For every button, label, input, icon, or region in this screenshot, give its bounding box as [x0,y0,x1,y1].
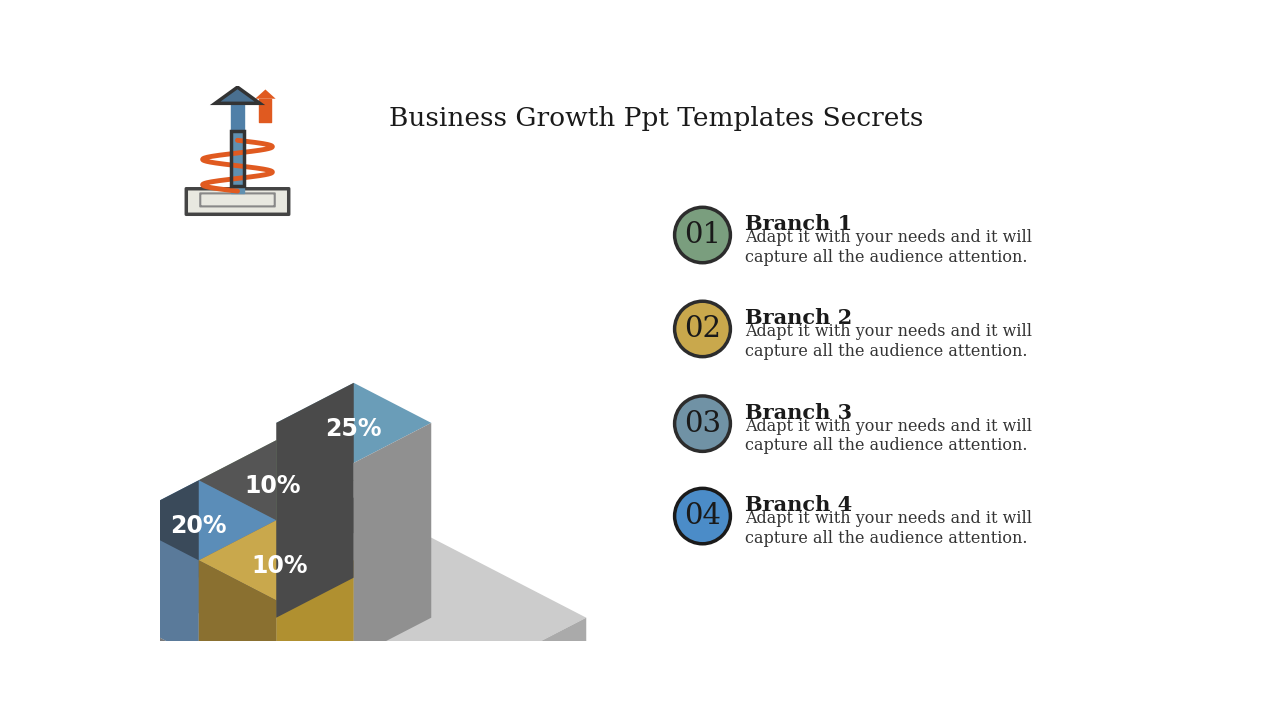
Text: Adapt it with your needs and it will
capture all the audience attention.: Adapt it with your needs and it will cap… [745,323,1032,359]
Polygon shape [353,423,431,658]
Polygon shape [198,440,276,577]
Polygon shape [122,498,586,720]
Polygon shape [122,480,198,618]
Text: Adapt it with your needs and it will
capture all the audience attention.: Adapt it with your needs and it will cap… [745,229,1032,266]
Polygon shape [122,618,353,720]
Bar [230,131,244,186]
Text: Adapt it with your needs and it will
capture all the audience attention.: Adapt it with your needs and it will cap… [745,510,1032,546]
Text: 10%: 10% [252,554,308,578]
Polygon shape [122,498,353,653]
Text: Branch 1: Branch 1 [745,215,852,234]
Text: Branch 2: Branch 2 [745,308,852,328]
Polygon shape [215,87,260,104]
Polygon shape [198,440,353,521]
Polygon shape [255,89,275,99]
Text: 20%: 20% [170,515,227,539]
Text: 01: 01 [684,221,721,249]
Circle shape [675,301,731,356]
Polygon shape [122,521,198,658]
Text: Adapt it with your needs and it will
capture all the audience attention.: Adapt it with your needs and it will cap… [745,418,1032,454]
Polygon shape [353,618,586,720]
Text: 10%: 10% [244,474,301,498]
Text: 04: 04 [684,502,721,530]
Text: Business Growth Ppt Templates Secrets: Business Growth Ppt Templates Secrets [389,107,923,131]
Circle shape [675,488,731,544]
Polygon shape [276,383,431,463]
Text: Branch 4: Branch 4 [745,495,852,516]
Polygon shape [122,480,276,560]
Circle shape [675,207,731,263]
Polygon shape [276,560,353,698]
Text: Branch 3: Branch 3 [745,403,852,423]
Polygon shape [198,480,276,618]
Text: 25%: 25% [325,417,381,441]
Text: 02: 02 [684,315,721,343]
Polygon shape [198,521,353,600]
Text: 03: 03 [684,410,721,438]
Polygon shape [198,560,276,698]
FancyBboxPatch shape [187,189,289,215]
Circle shape [675,396,731,451]
Polygon shape [276,383,353,618]
